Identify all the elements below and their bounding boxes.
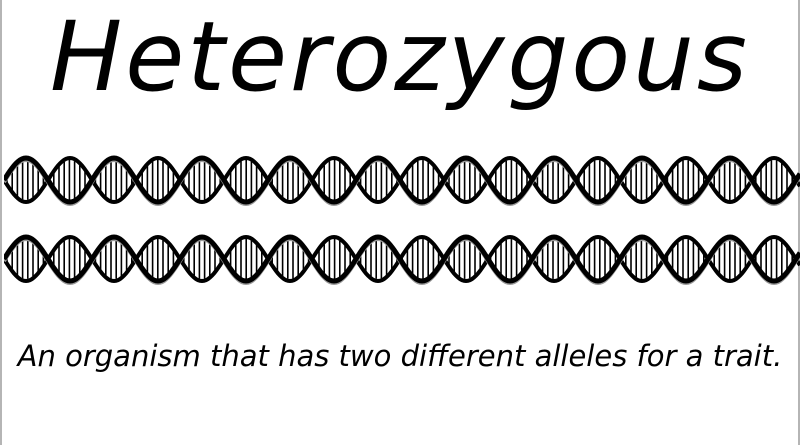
page-title: Heterozygous <box>50 1 750 113</box>
dna-helix-icon-top <box>4 155 800 207</box>
definition-text: An organism that has two different allel… <box>17 339 783 373</box>
dna-helix-icon-bottom <box>4 234 800 286</box>
dna-front-strand <box>4 234 800 284</box>
base-pair-rungs <box>6 239 794 279</box>
dna-front-strand <box>4 155 800 205</box>
